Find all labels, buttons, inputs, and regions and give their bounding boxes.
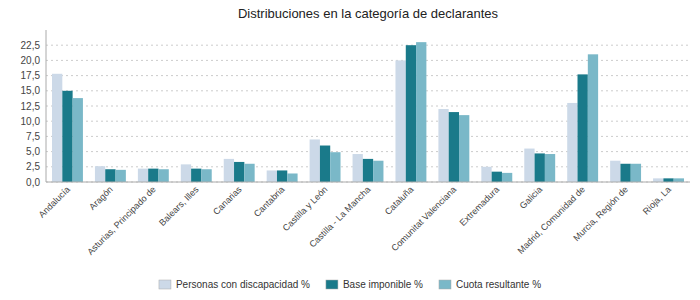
- x-tick-label: Comunitat Valenciana: [389, 184, 458, 253]
- bar: [653, 178, 663, 182]
- bar: [201, 169, 211, 182]
- bar: [459, 115, 469, 182]
- bar: [62, 91, 72, 182]
- bar: [481, 167, 491, 182]
- bar: [438, 109, 448, 182]
- bar: [449, 112, 459, 182]
- bar: [416, 42, 426, 182]
- y-tick-label: 17,5: [21, 70, 41, 81]
- title: Distribuciones en la categoría de declar…: [238, 6, 499, 21]
- series: [73, 42, 684, 182]
- bar: [663, 178, 673, 182]
- bar: [95, 166, 105, 182]
- legend-label: Personas con discapacidad %: [176, 279, 310, 290]
- bar: [620, 164, 630, 182]
- bar: [588, 54, 598, 182]
- bar: [524, 149, 534, 182]
- chart: Distribuciones en la categoría de declar…: [0, 0, 700, 300]
- bar: [277, 170, 287, 182]
- bar: [610, 161, 620, 182]
- bars: [52, 42, 684, 182]
- x-tick-label: Canarias: [211, 184, 244, 217]
- grid-line: [46, 182, 690, 183]
- bar: [181, 164, 191, 182]
- bar: [73, 98, 83, 182]
- bar: [395, 60, 405, 182]
- x-tick-label: Balears, Illes: [157, 184, 201, 228]
- x-tick-label: Madrid, Comunidad de: [516, 184, 587, 255]
- y-tick-label: 7,5: [26, 131, 40, 142]
- legend-label: Cuota resultante %: [456, 279, 541, 290]
- bar: [535, 153, 545, 182]
- bar: [578, 74, 588, 182]
- legend-item: Personas con discapacidad %: [159, 279, 310, 290]
- bar: [502, 173, 512, 182]
- legend-swatch: [439, 280, 451, 289]
- bar: [234, 162, 244, 182]
- bar: [320, 146, 330, 182]
- bar: [158, 169, 168, 182]
- bar: [631, 164, 641, 182]
- y-tick-label: 12,5: [21, 101, 41, 112]
- x-tick-label: Asturias, Principado de: [85, 184, 158, 257]
- bar: [310, 139, 320, 182]
- bar: [105, 169, 115, 182]
- x-tick-labels: Andalucía AragónAsturias, Principado deBa…: [37, 184, 673, 257]
- bar: [363, 159, 373, 182]
- x-tick-label: Castilla - La Mancha: [307, 184, 372, 249]
- legend-label: Base imponible %: [343, 279, 423, 290]
- bar: [567, 103, 577, 182]
- bar: [244, 164, 254, 182]
- x-tick-label: Cantabria: [252, 184, 287, 219]
- grid-line: [46, 45, 690, 46]
- x-tick-label: Galicia: [518, 184, 545, 211]
- x-tick-label: Andalucía: [37, 184, 72, 219]
- x-tick-label: Cataluña: [383, 184, 416, 217]
- legend-item: Base imponible %: [326, 279, 423, 290]
- x-tick-label: Extremadura: [458, 184, 502, 228]
- bar: [545, 154, 555, 182]
- bar: [224, 159, 234, 182]
- bar: [330, 152, 340, 182]
- bar: [138, 169, 148, 182]
- bar: [373, 161, 383, 182]
- bar: [52, 74, 62, 182]
- series: [62, 45, 673, 182]
- y-grid: 0,0 2,5 5,0 7,5 10,0 12,5 15,0 17,5 20,0 22,5: [21, 40, 690, 188]
- bar: [674, 178, 684, 182]
- y-tick-label: 2,5: [26, 161, 40, 172]
- legend-swatch: [326, 280, 338, 289]
- bar: [148, 169, 158, 182]
- page: {"chart_data": { "type": "bar", "title":…: [0, 0, 700, 300]
- x-axis-line: [46, 182, 690, 183]
- legend-swatch: [159, 280, 171, 289]
- y-tick-label: 10,0: [21, 116, 41, 127]
- y-tick-label: 22,5: [21, 40, 41, 51]
- bar: [492, 172, 502, 182]
- y-tick-label: 15,0: [21, 85, 41, 96]
- bar: [267, 170, 277, 182]
- series: [52, 60, 663, 182]
- bar: [287, 173, 297, 182]
- y-tick-label: 5,0: [26, 146, 40, 157]
- bar: [191, 169, 201, 182]
- legend: Personas con discapacidad % Base imponibl…: [159, 279, 541, 290]
- x-tick-label: Murcia, Región de: [571, 184, 630, 243]
- y-axis-line: [46, 30, 47, 182]
- bar: [116, 170, 126, 182]
- x-tick-label: Rioja, La: [641, 184, 673, 216]
- x-tick-label: Castilla y León: [281, 184, 330, 233]
- bar: [353, 154, 363, 182]
- y-tick-label: 0,0: [26, 177, 40, 188]
- x-tick-label: Aragón: [87, 184, 115, 212]
- y-tick-label: 20,0: [21, 55, 41, 66]
- legend-item: Cuota resultante %: [439, 279, 541, 290]
- bar: [406, 45, 416, 182]
